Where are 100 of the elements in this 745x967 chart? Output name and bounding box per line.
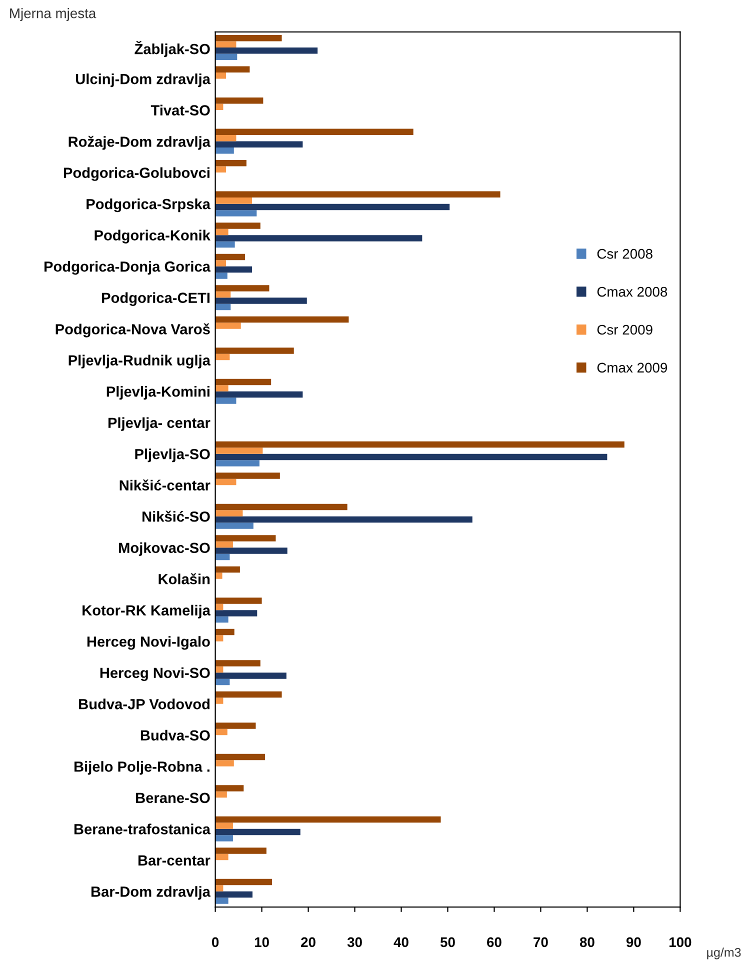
bar (215, 128, 414, 136)
bar (215, 304, 231, 310)
y-tick-label: Herceg Novi-SO (100, 667, 210, 682)
bar (215, 35, 282, 42)
bar (215, 460, 260, 466)
x-tick-label: 30 (347, 937, 362, 948)
y-tick-label: Rožaje-Dom zdravlja (68, 136, 211, 150)
bar (215, 291, 231, 298)
bar (215, 854, 228, 860)
bar (215, 198, 252, 204)
bar (215, 848, 266, 854)
bar (215, 728, 228, 736)
legend-label: Cmax 2008 (597, 286, 668, 297)
y-tick-label: Podgorica-CETI (102, 292, 210, 306)
bar (215, 760, 234, 766)
bar (215, 41, 236, 48)
bar (215, 572, 222, 579)
x-tick-label: 100 (669, 937, 692, 948)
bar (215, 616, 228, 623)
bar (215, 554, 230, 560)
y-tick-label: Podgorica-Nova Varoš (56, 323, 210, 338)
bar (215, 522, 254, 529)
y-tick-label: Tivat-SO (150, 104, 210, 116)
bar (215, 385, 228, 392)
y-tick-label: Bar-Dom zdravlja (91, 886, 211, 900)
bar (215, 628, 234, 636)
y-tick-label: Kotor-RK Kamelija (82, 604, 211, 618)
bar (215, 441, 624, 448)
bar (215, 891, 252, 898)
y-tick-label: Podgorica-Donja Gorica (44, 261, 211, 275)
bar (215, 204, 450, 210)
bar (215, 516, 472, 523)
bar (215, 235, 422, 242)
x-tick-label: 40 (394, 937, 408, 948)
bar (215, 135, 236, 142)
bar (215, 241, 235, 248)
bar (215, 166, 226, 173)
y-tick-label: Ulcinj-Dom zdravlja (76, 74, 211, 88)
bar (215, 266, 252, 273)
bar (215, 472, 280, 479)
bar (215, 566, 240, 573)
y-tick-label: Nikšić-centar (120, 480, 210, 491)
legend-label: Csr 2008 (597, 248, 652, 259)
legend-label: Cmax 2009 (597, 362, 668, 373)
bar (215, 816, 441, 823)
y-tick-label: Berane-trafostanica (74, 824, 211, 834)
x-tick-label: 60 (487, 937, 502, 948)
bar (215, 454, 608, 460)
bar (215, 160, 246, 166)
bar (215, 148, 234, 154)
bar (215, 791, 227, 798)
y-tick-label: Pljevlja-Rudnik uglja (68, 354, 211, 368)
bar (215, 222, 260, 229)
bar (215, 98, 264, 104)
bar (215, 298, 307, 304)
bar (215, 785, 244, 792)
x-tick-label: 0 (212, 937, 219, 948)
bar (215, 285, 270, 292)
bar (215, 660, 260, 666)
bar (215, 210, 257, 216)
bar (215, 610, 258, 616)
y-tick-label: Podgorica-Srpska (86, 198, 211, 212)
y-tick-label: Herceg Novi-Igalo (87, 636, 210, 650)
bar (215, 378, 272, 386)
bar (215, 598, 262, 604)
bar (215, 698, 224, 704)
bar (215, 885, 224, 892)
x-tick-label: 10 (254, 937, 269, 948)
bar (215, 316, 349, 323)
bar (215, 54, 238, 60)
x-tick-label: 20 (301, 937, 316, 948)
y-tick-label: Podgorica-Golubovci (64, 167, 210, 181)
x-tick-label: 50 (440, 937, 455, 948)
bar (215, 672, 286, 679)
bar (215, 478, 236, 486)
y-tick-label: Budva-JP Vodovod (79, 698, 210, 710)
bar (215, 828, 300, 836)
y-tick-label: Mojkovac-SO (119, 542, 210, 556)
bar (215, 878, 272, 886)
y-tick-label: Pljevlja-Komini (106, 386, 210, 400)
y-tick-label: Bijelo Polje-Robna . (74, 761, 210, 775)
bar (215, 835, 233, 842)
bar (215, 72, 226, 79)
bar (215, 260, 226, 266)
bar (215, 322, 241, 329)
x-axis-title: µg/m3 (707, 948, 741, 960)
x-tick-label: 80 (580, 937, 594, 948)
bar (215, 691, 282, 698)
bar (215, 898, 228, 904)
bar (215, 48, 318, 54)
y-tick-label: Berane-SO (136, 792, 210, 804)
bar (215, 678, 230, 686)
bar (215, 635, 224, 642)
bar (215, 535, 276, 542)
bar (215, 66, 250, 73)
legend-label: Csr 2009 (597, 324, 652, 335)
y-tick-label: Budva-SO (140, 730, 210, 741)
y-tick-label: Bar-centar (138, 855, 210, 866)
y-tick-label: Nikšić-SO (142, 510, 210, 522)
bar (215, 398, 236, 404)
